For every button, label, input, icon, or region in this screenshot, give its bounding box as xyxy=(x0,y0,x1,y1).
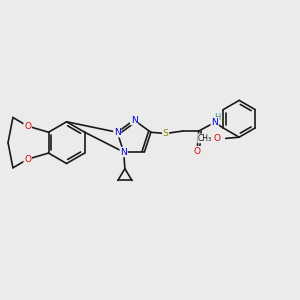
Text: S: S xyxy=(163,129,169,138)
Text: O: O xyxy=(24,122,31,130)
Text: CH₃: CH₃ xyxy=(198,134,212,143)
Text: O: O xyxy=(24,155,31,164)
Text: H: H xyxy=(214,112,221,122)
Text: N: N xyxy=(211,118,218,127)
Text: N: N xyxy=(131,116,137,124)
Text: O: O xyxy=(194,147,201,156)
Text: N: N xyxy=(120,148,127,157)
Text: O: O xyxy=(214,134,220,143)
Text: N: N xyxy=(114,128,121,137)
